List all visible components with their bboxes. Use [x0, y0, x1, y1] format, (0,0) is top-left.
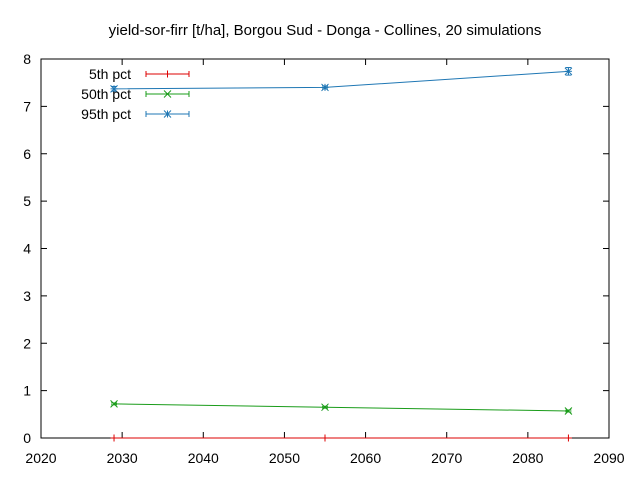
- legend-marker-stroke: [163, 110, 172, 118]
- legend: 5th pct 50th pct 95th pct: [81, 66, 190, 122]
- legend-label: 5th pct: [89, 66, 131, 82]
- legend-marker: [163, 110, 172, 118]
- legend-label: 50th pct: [81, 86, 131, 102]
- y-tick-label: 0: [23, 430, 31, 446]
- series-2: [110, 400, 573, 415]
- legend-label: 95th pct: [81, 106, 131, 122]
- x-tick-label: 2060: [350, 450, 381, 466]
- y-tick-label: 6: [23, 146, 31, 162]
- data-point-stroke: [564, 67, 573, 76]
- chart-title: yield-sor-firr [t/ha], Borgou Sud - Dong…: [109, 22, 542, 39]
- legend-marker: [164, 70, 171, 78]
- data-point-stroke: [321, 83, 329, 92]
- x-axis: 2020 2030 2040 2050 2060 2070 2080 2090: [25, 59, 625, 466]
- data-point: [321, 83, 329, 92]
- x-tick-label: 2050: [269, 450, 300, 466]
- y-tick-label: 1: [23, 383, 31, 399]
- data-point: [564, 407, 573, 415]
- y-tick-label: 8: [23, 51, 31, 67]
- data-point-stroke: [110, 400, 118, 408]
- y-tick-label: 5: [23, 193, 31, 209]
- y-tick-label: 3: [23, 288, 31, 304]
- y-tick-label: 2: [23, 335, 31, 351]
- legend-marker: [163, 90, 172, 98]
- series-3: [110, 67, 573, 93]
- series-layer: [110, 67, 573, 442]
- data-point: [110, 84, 118, 93]
- series-1: [110, 434, 572, 442]
- y-axis: 0 1 2 3 4 5 6 7 8: [23, 51, 609, 446]
- legend-marker-stroke: [163, 90, 172, 98]
- x-tick-label: 2020: [25, 450, 56, 466]
- data-point: [564, 434, 572, 442]
- data-point: [110, 434, 118, 442]
- y-tick-label: 4: [23, 241, 31, 257]
- data-point-stroke: [321, 403, 329, 412]
- x-tick-label: 2090: [593, 450, 624, 466]
- x-tick-label: 2070: [431, 450, 462, 466]
- x-tick-label: 2030: [107, 450, 138, 466]
- data-point: [321, 403, 329, 412]
- data-point: [321, 434, 329, 442]
- data-point-stroke: [110, 84, 118, 93]
- x-tick-label: 2040: [188, 450, 219, 466]
- x-tick-label: 2080: [512, 450, 543, 466]
- y-tick-label: 7: [23, 98, 31, 114]
- series-line: [114, 403, 569, 412]
- data-point-stroke: [564, 407, 573, 415]
- data-point: [564, 67, 573, 76]
- data-point: [110, 400, 118, 408]
